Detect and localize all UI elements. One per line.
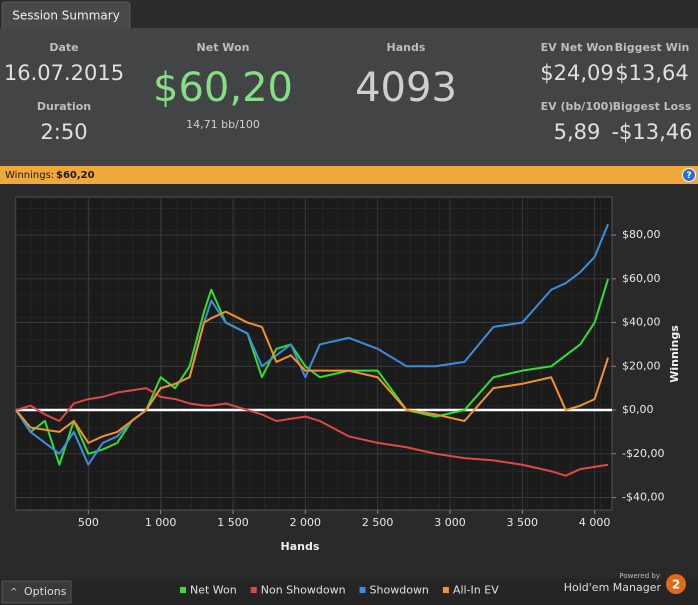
- options-button[interactable]: [1, 580, 72, 604]
- x-tick-label: 1 000: [145, 516, 177, 529]
- legend-label: Showdown: [370, 584, 429, 597]
- stat-label: Biggest Loss: [613, 100, 692, 113]
- stat-label: Duration: [37, 100, 91, 113]
- x-tick-label: 2 000: [290, 516, 322, 529]
- logo-text: 2: [672, 578, 680, 592]
- legend-label: All-In EV: [453, 584, 499, 597]
- y-tick-label: -$40,00: [622, 491, 664, 504]
- legend-swatch: [250, 587, 257, 593]
- options-label: Options: [24, 585, 67, 598]
- legend-swatch: [180, 587, 186, 593]
- stat-value: 5,89: [554, 120, 601, 144]
- stat-value: -$13,46: [611, 120, 692, 144]
- net-won: $60,20: [153, 65, 293, 111]
- y-tick-label: $40,00: [622, 316, 661, 329]
- net-won-bb: 14,71 bb/100: [186, 118, 260, 131]
- y-tick-label: -$20,00: [622, 447, 664, 460]
- logo: [666, 574, 686, 594]
- powered-by: Powered by: [619, 572, 660, 580]
- help-text: ?: [686, 171, 691, 181]
- banner-label: Winnings:: [5, 170, 54, 181]
- stat-value: 2:50: [40, 120, 87, 144]
- stat-value: $24,09: [540, 61, 613, 85]
- series-line: [15, 278, 610, 466]
- stat-label: Date: [49, 41, 78, 54]
- stat-label: Hands: [387, 41, 426, 54]
- stat-label: EV Net Won: [541, 41, 614, 54]
- y-tick-label: $60,00: [622, 272, 661, 285]
- stats-panel: [0, 28, 698, 166]
- x-axis-label: Hands: [281, 540, 320, 553]
- y-tick-label: $20,00: [622, 359, 661, 372]
- tab-label: Session Summary: [12, 9, 120, 23]
- legend-label: Non Showdown: [261, 584, 346, 597]
- brand: Hold'em Manager: [564, 581, 662, 594]
- stat-label: EV (bb/100): [541, 100, 614, 113]
- options-arrow: ^: [10, 588, 18, 598]
- series-line: [15, 387, 609, 477]
- series-line: [15, 223, 610, 466]
- x-tick-label: 4 000: [579, 516, 611, 529]
- x-tick-label: 1 500: [217, 516, 249, 529]
- y-tick-label: $0,00: [622, 403, 654, 416]
- stat-label: Net Won: [197, 41, 250, 54]
- stat-label: Biggest Win: [615, 41, 690, 54]
- y-tick-label: $80,00: [622, 228, 661, 241]
- footer: [0, 579, 698, 605]
- help-icon[interactable]: [682, 168, 696, 182]
- y-axis-label: Winnings: [668, 325, 681, 383]
- x-tick-label: 3 000: [434, 516, 466, 529]
- stat-value: 16.07.2015: [4, 61, 124, 85]
- legend-label: Net Won: [190, 584, 237, 597]
- minor-grid: [16, 197, 612, 510]
- x-tick-label: 3 500: [507, 516, 539, 529]
- series-line: [15, 310, 610, 444]
- hands: 4093: [355, 65, 457, 111]
- banner: [0, 166, 698, 184]
- stat-value: $13,64: [615, 61, 688, 85]
- legend-swatch: [442, 587, 449, 593]
- banner-value: $60,20: [56, 170, 95, 181]
- x-tick-label: 500: [78, 516, 99, 529]
- legend-swatch: [359, 587, 366, 593]
- x-tick-label: 2 500: [362, 516, 394, 529]
